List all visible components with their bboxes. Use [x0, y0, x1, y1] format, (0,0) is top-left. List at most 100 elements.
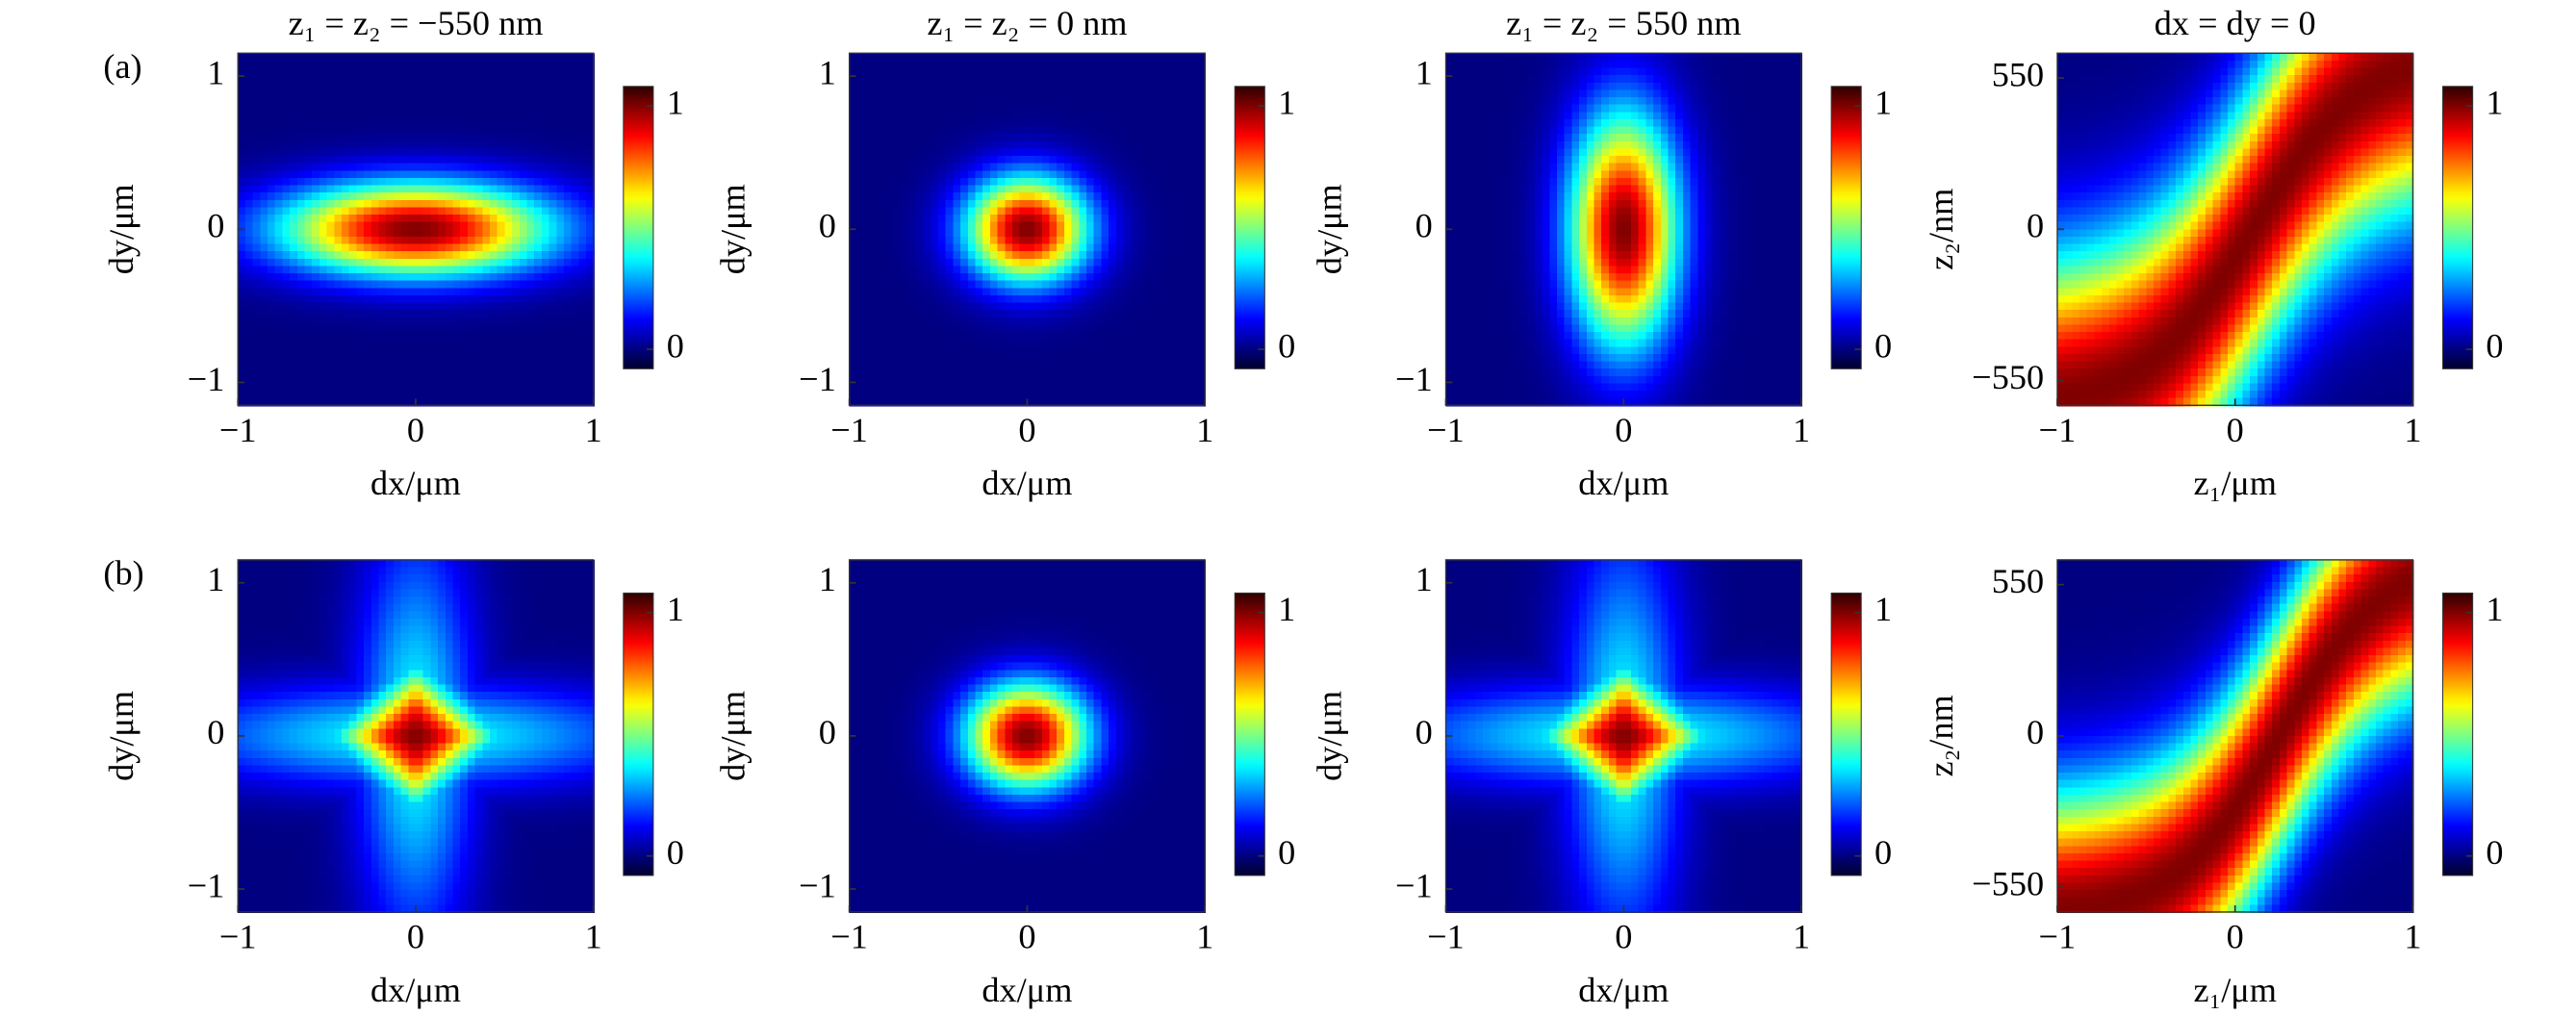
- heatmap-cell: [1057, 229, 1065, 238]
- heatmap-cell: [879, 82, 888, 91]
- heatmap-cell: [1153, 67, 1162, 77]
- heatmap-cell: [244, 324, 254, 334]
- heatmap-cell: [953, 273, 962, 282]
- heatmap-cell: [238, 170, 246, 179]
- heatmap-cell: [274, 361, 284, 370]
- heatmap-cell: [304, 215, 314, 223]
- heatmap-cell: [489, 156, 498, 165]
- heatmap-cell: [504, 288, 514, 296]
- heatmap-cell: [1093, 118, 1103, 128]
- heatmap-cell: [364, 60, 372, 69]
- heatmap-cell: [378, 332, 388, 341]
- heatmap-cell: [541, 229, 550, 238]
- heatmap-cell: [519, 280, 528, 290]
- heatmap-cell: [319, 60, 328, 69]
- heatmap-cell: [1063, 258, 1073, 267]
- heatmap-cell: [1085, 134, 1095, 142]
- heatmap-cell: [1027, 339, 1036, 348]
- heatmap-cell: [519, 258, 528, 267]
- heatmap-cell: [856, 288, 866, 296]
- heatmap-cell: [901, 368, 910, 377]
- heatmap-cell: [326, 229, 336, 238]
- heatmap-cell: [342, 163, 350, 172]
- heatmap-cell: [326, 324, 336, 334]
- heatmap-cell: [268, 67, 276, 77]
- heatmap-cell: [1160, 192, 1169, 201]
- heatmap-cell: [1197, 280, 1207, 290]
- heatmap-cell: [268, 156, 276, 165]
- heatmap-cell: [482, 82, 492, 91]
- heatmap-cell: [1115, 302, 1125, 312]
- heatmap-cell: [290, 156, 298, 165]
- heatmap-cell: [1057, 346, 1065, 355]
- heatmap-cell: [1189, 229, 1199, 238]
- heatmap-cell: [526, 273, 536, 282]
- heatmap-cell: [400, 294, 410, 304]
- heatmap-cell: [563, 215, 573, 223]
- heatmap-cell: [348, 310, 358, 318]
- heatmap-cell: [856, 104, 866, 114]
- heatmap-cell: [1137, 273, 1147, 282]
- heatmap-cell: [356, 60, 366, 69]
- heatmap-cell: [1093, 251, 1103, 260]
- heatmap-cell: [1071, 317, 1081, 326]
- heatmap-cell: [526, 75, 536, 84]
- heatmap-cell: [304, 280, 314, 290]
- heatmap-cell: [1005, 221, 1014, 231]
- heatmap-cell: [1115, 185, 1125, 194]
- heatmap-cell: [879, 207, 888, 216]
- heatmap-cell: [290, 185, 298, 194]
- heatmap-cell: [879, 156, 888, 165]
- heatmap-cell: [1057, 221, 1065, 231]
- heatmap-cell: [1137, 148, 1147, 158]
- heatmap-cell: [260, 163, 269, 172]
- heatmap-cell: [319, 236, 328, 245]
- heatmap-cell: [915, 104, 925, 114]
- heatmap-cell: [497, 317, 506, 326]
- heatmap-cell: [578, 67, 588, 77]
- heatmap-cell: [268, 243, 276, 253]
- heatmap-cell: [452, 134, 462, 142]
- heatmap-cell: [1079, 53, 1088, 62]
- heatmap-cell: [849, 236, 858, 245]
- heatmap-cell: [364, 243, 372, 253]
- heatmap-cell: [578, 215, 588, 223]
- heatmap-cell: [849, 207, 858, 216]
- heatmap-cell: [326, 104, 336, 114]
- heatmap-cell: [312, 134, 320, 142]
- heatmap-cell: [901, 361, 910, 370]
- heatmap-cell: [879, 104, 888, 114]
- heatmap-cell: [534, 324, 543, 334]
- heatmap-cell: [274, 82, 284, 91]
- heatmap-cell: [1027, 288, 1036, 296]
- heatmap-cell: [849, 317, 858, 326]
- heatmap-cell: [967, 294, 977, 304]
- heatmap-cell: [541, 236, 550, 245]
- heatmap-cell: [364, 82, 372, 91]
- heatmap-cell: [1115, 67, 1125, 77]
- heatmap-cell: [1085, 126, 1095, 136]
- heatmap-cell: [908, 361, 917, 370]
- heatmap-cell: [1189, 243, 1199, 253]
- heatmap-cell: [1049, 229, 1058, 238]
- heatmap-cell: [1101, 140, 1110, 150]
- heatmap-cell: [931, 221, 940, 231]
- heatmap-cell: [1034, 185, 1043, 194]
- heatmap-cell: [1160, 82, 1169, 91]
- heatmap-cell: [364, 112, 372, 120]
- heatmap-cell: [1057, 243, 1065, 253]
- heatmap-cell: [1115, 229, 1125, 238]
- heatmap-cell: [386, 317, 395, 326]
- heatmap-cell: [534, 332, 543, 341]
- heatmap-cell: [1137, 112, 1147, 120]
- heatmap-cell: [945, 140, 955, 150]
- heatmap-cell: [1131, 148, 1139, 158]
- heatmap-cell: [319, 221, 328, 231]
- heatmap-cell: [975, 368, 984, 377]
- heatmap-cell: [1019, 310, 1029, 318]
- heatmap-cell: [430, 140, 440, 150]
- heatmap-cell: [1197, 391, 1207, 399]
- heatmap-cell: [304, 170, 314, 179]
- heatmap-cell: [1131, 302, 1139, 312]
- heatmap-cell: [901, 53, 910, 62]
